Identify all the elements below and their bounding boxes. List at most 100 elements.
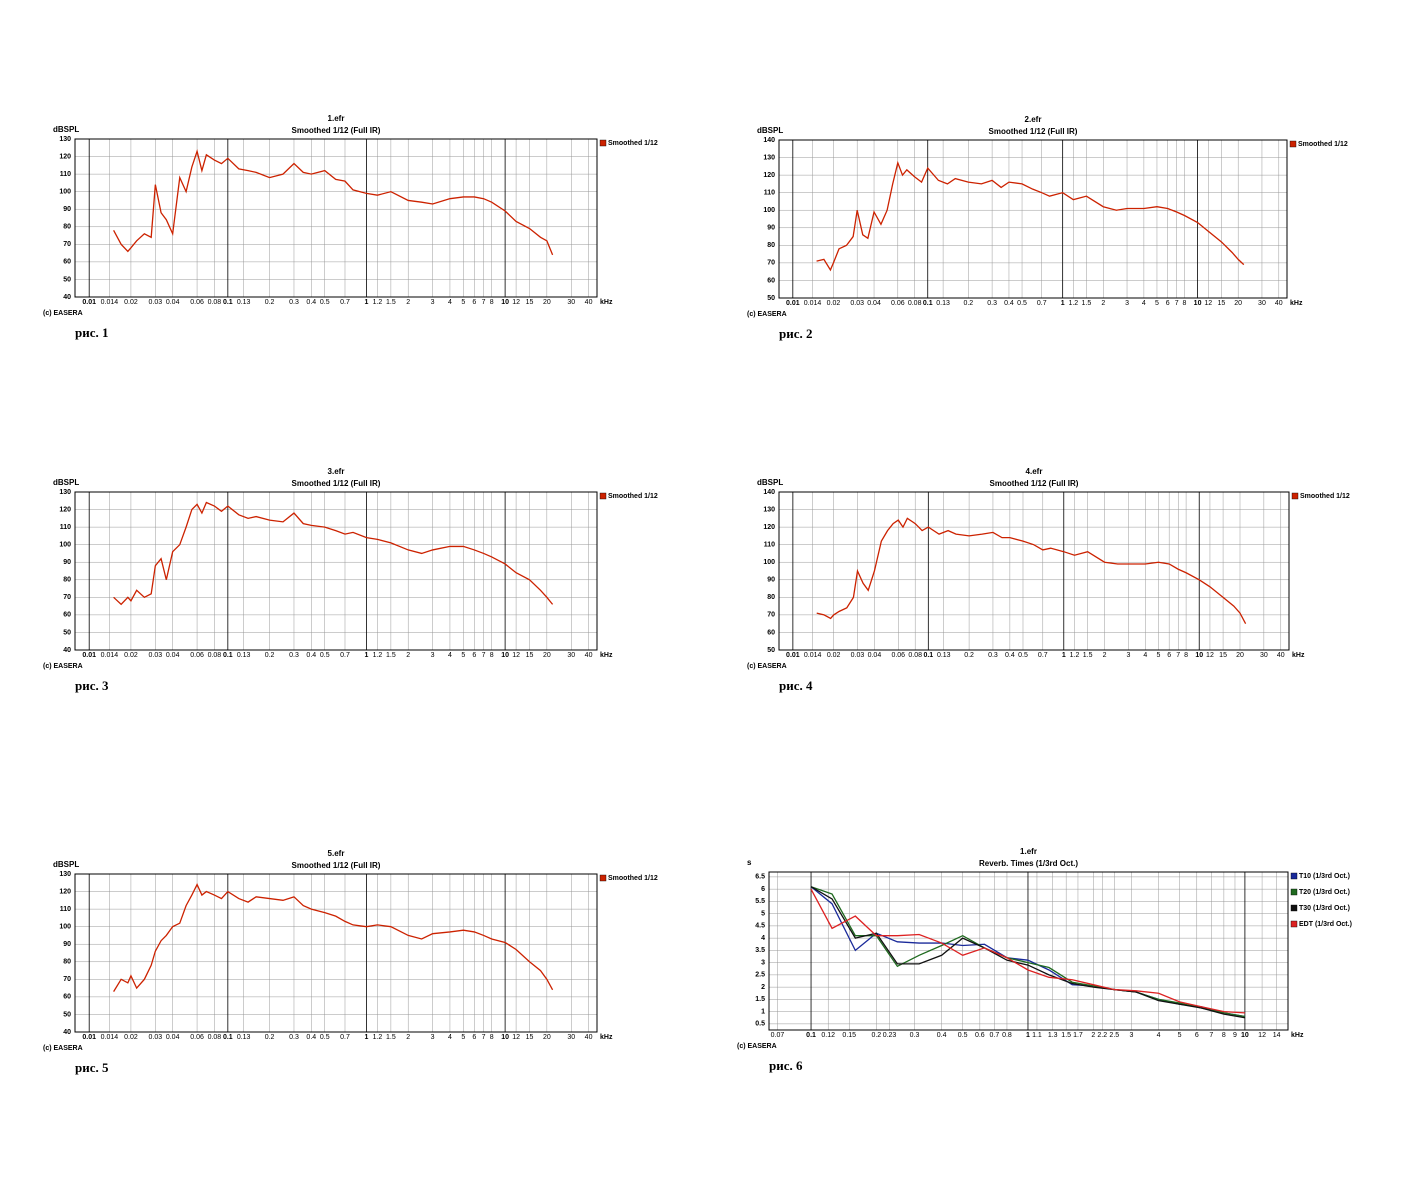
series-line xyxy=(810,886,1246,1019)
legend-swatch xyxy=(599,874,607,882)
x-tick-label: 30 xyxy=(567,652,575,659)
chart-title: 1.efr xyxy=(328,114,345,123)
x-tick-label: 0.04 xyxy=(166,1034,180,1041)
x-tick-label: 8 xyxy=(1184,652,1188,659)
x-tick-label: 0.7 xyxy=(990,1032,1000,1039)
x-tick-label: 0.23 xyxy=(883,1032,897,1039)
x-tick-label: 0.15 xyxy=(842,1032,856,1039)
y-axis-label: dBSPL xyxy=(53,478,79,487)
x-tick-label: 40 xyxy=(585,1034,593,1041)
x-tick-label: 0.1 xyxy=(223,652,233,659)
y-tick-label: 80 xyxy=(767,594,775,601)
chart-subtitle: Smoothed 1/12 (Full IR) xyxy=(990,479,1079,488)
x-tick-label: 12 xyxy=(512,1034,520,1041)
series-line xyxy=(810,886,1246,1018)
x-tick-label: 30 xyxy=(567,1034,575,1041)
x-tick-label: 0.13 xyxy=(237,652,251,659)
legend-swatch xyxy=(1290,904,1298,912)
x-tick-label: 12 xyxy=(512,652,520,659)
legend-label: Smoothed 1/12 xyxy=(608,875,658,882)
x-tick-label: 0.2 xyxy=(265,652,275,659)
y-tick-label: 80 xyxy=(63,224,71,231)
x-tick-label: 1.3 xyxy=(1048,1032,1058,1039)
y-tick-label: 2.5 xyxy=(755,972,765,979)
y-tick-label: 4 xyxy=(761,935,765,942)
x-tick-label: 6 xyxy=(472,652,476,659)
y-tick-label: 130 xyxy=(763,154,775,161)
x-tick-label: 2 xyxy=(406,652,410,659)
y-tick-label: 140 xyxy=(763,489,775,496)
y-tick-label: 110 xyxy=(60,906,71,913)
x-tick-label: 10 xyxy=(1195,652,1203,659)
y-tick-label: 50 xyxy=(63,629,71,636)
x-tick-label: 3 xyxy=(1126,652,1130,659)
credit: (c) EASERA xyxy=(737,1043,777,1050)
x-tick-label: 0.4 xyxy=(306,1034,316,1041)
x-tick-label: 1.1 xyxy=(1032,1032,1042,1039)
x-tick-label: 0.07 xyxy=(771,1032,785,1039)
x-tick-label: 15 xyxy=(1217,300,1225,307)
plot-area xyxy=(75,139,597,297)
y-tick-label: 4.5 xyxy=(755,923,765,930)
y-tick-label: 40 xyxy=(63,647,71,654)
x-tick-label: 40 xyxy=(585,299,593,306)
x-tick-label: 4 xyxy=(1142,300,1146,307)
x-tick-label: 0.5 xyxy=(1018,652,1028,659)
chart-subtitle: Smoothed 1/12 (Full IR) xyxy=(989,127,1078,136)
chart-title: 4.efr xyxy=(1026,467,1043,476)
x-tick-label: 0.03 xyxy=(149,299,163,306)
x-tick-label: 0.7 xyxy=(340,299,350,306)
x-tick-label: 7 xyxy=(482,299,486,306)
y-axis-label: dBSPL xyxy=(53,125,79,134)
credit: (c) EASERA xyxy=(747,311,787,318)
x-tick-label: 1.5 xyxy=(386,1034,396,1041)
x-tick-label: 5 xyxy=(1156,652,1160,659)
x-tick-label: 2 xyxy=(1091,1032,1095,1039)
series-line xyxy=(113,883,554,992)
x-tick-label: 1.5 xyxy=(1082,300,1092,307)
x-tick-label: 40 xyxy=(1277,652,1285,659)
y-tick-label: 1.5 xyxy=(755,996,765,1003)
x-tick-label: 12 xyxy=(1258,1032,1266,1039)
x-tick-label: 7 xyxy=(1209,1032,1213,1039)
x-tick-label: 10 xyxy=(1241,1032,1249,1039)
figure-caption: рис. 4 xyxy=(779,678,813,693)
x-tick-label: 4 xyxy=(448,299,452,306)
y-tick-label: 60 xyxy=(63,994,71,1001)
y-tick-label: 50 xyxy=(767,295,775,302)
x-tick-label: 0.02 xyxy=(124,1034,138,1041)
y-tick-label: 6.5 xyxy=(755,874,765,881)
x-tick-label: 3 xyxy=(1130,1032,1134,1039)
x-tick-label: 0.014 xyxy=(101,652,119,659)
x-tick-label: 10 xyxy=(1194,300,1202,307)
y-axis-label: dBSPL xyxy=(757,478,783,487)
x-tick-label: 0.3 xyxy=(289,1034,299,1041)
y-tick-label: 110 xyxy=(764,542,775,549)
y-tick-label: 90 xyxy=(767,225,775,232)
x-tick-label: 0.08 xyxy=(208,652,222,659)
y-tick-label: 1 xyxy=(761,1008,765,1015)
legend-swatch xyxy=(1290,872,1298,880)
x-tick-label: 5 xyxy=(1155,300,1159,307)
y-tick-label: 70 xyxy=(63,976,71,983)
y-tick-label: 90 xyxy=(63,559,71,566)
x-tick-label: 0.06 xyxy=(190,652,204,659)
y-tick-label: 2 xyxy=(761,984,765,991)
figure-caption: рис. 5 xyxy=(75,1060,109,1075)
x-tick-label: 3 xyxy=(431,299,435,306)
chart-subtitle: Smoothed 1/12 (Full IR) xyxy=(292,861,381,870)
x-tick-label: 1 xyxy=(1026,1032,1030,1039)
x-tick-label: 10 xyxy=(501,299,509,306)
y-tick-label: 120 xyxy=(59,153,71,160)
x-tick-label: 0.6 xyxy=(975,1032,985,1039)
legend-label: Smoothed 1/12 xyxy=(608,140,658,147)
legend-label: Smoothed 1/12 xyxy=(1298,141,1348,148)
series-line xyxy=(113,148,554,256)
x-tick-label: 1.5 xyxy=(386,299,396,306)
x-tick-label: 0.5 xyxy=(320,299,330,306)
y-tick-label: 50 xyxy=(767,647,775,654)
x-tick-label: 0.7 xyxy=(340,1034,350,1041)
x-tick-label: 0.13 xyxy=(237,1034,251,1041)
x-tick-label: 20 xyxy=(543,299,551,306)
x-tick-label: 1.2 xyxy=(373,652,383,659)
